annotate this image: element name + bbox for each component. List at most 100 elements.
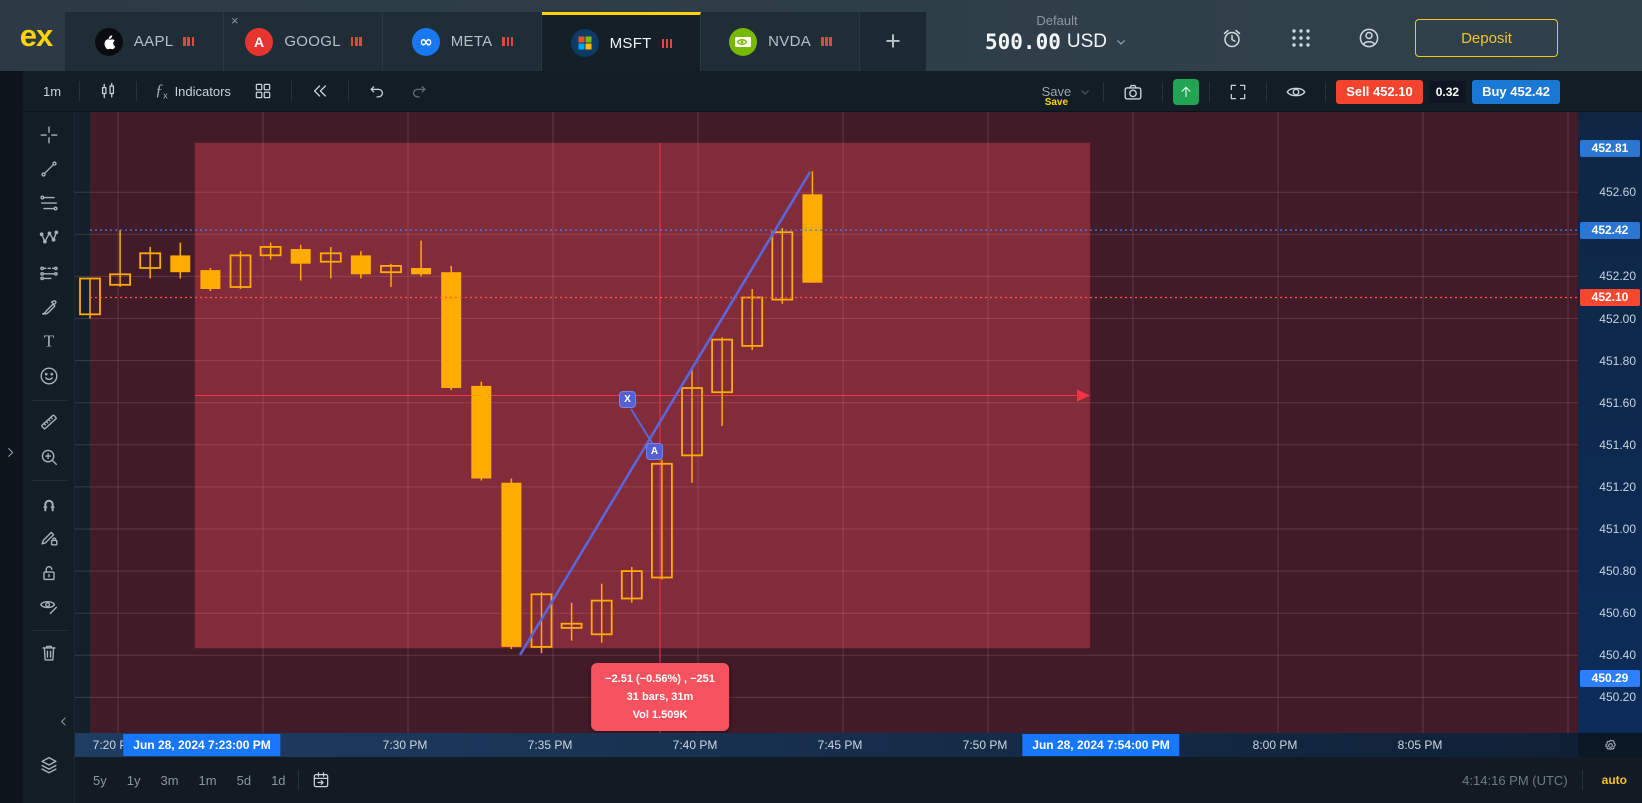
deposit-button[interactable]: Deposit bbox=[1415, 19, 1558, 57]
tool-fib-lines[interactable] bbox=[31, 186, 67, 220]
tool-text[interactable]: T bbox=[31, 324, 67, 358]
top-bar: ex AAPL × A GOOGL ∞ META MSFT NVDA + Default 500… bbox=[0, 0, 1642, 71]
time-axis[interactable]: 7:20 PM 7:30 PM 7:35 PM 7:40 PM 7:45 PM 7:50 … bbox=[75, 733, 1578, 757]
redo-icon[interactable] bbox=[401, 77, 437, 105]
price-badge: 450.29 bbox=[1580, 670, 1640, 687]
undo-icon[interactable] bbox=[359, 77, 395, 105]
time-tick: 8:05 PM bbox=[1397, 738, 1443, 752]
camera-icon[interactable] bbox=[1114, 77, 1152, 107]
alarm-clock-icon[interactable] bbox=[1216, 22, 1248, 54]
utc-clock[interactable]: 4:14:16 PM (UTC) bbox=[1462, 772, 1568, 788]
price-bars-icon bbox=[183, 37, 195, 46]
tool-object-tree[interactable] bbox=[31, 748, 67, 782]
tool-trash[interactable] bbox=[31, 636, 67, 670]
svg-text:∞: ∞ bbox=[419, 32, 432, 51]
divider bbox=[1162, 81, 1164, 102]
account-selector[interactable]: Default 500.00 USD bbox=[962, 13, 1152, 54]
tool-lock-all[interactable] bbox=[31, 556, 67, 590]
add-tab-button[interactable]: + bbox=[860, 12, 926, 71]
tool-xabcd-pattern[interactable] bbox=[31, 220, 67, 254]
tab-symbol: META bbox=[450, 33, 493, 50]
trend-line-icon bbox=[38, 158, 60, 180]
chevron-left-icon[interactable] bbox=[56, 714, 71, 729]
tool-hide-drawings[interactable] bbox=[31, 589, 67, 623]
price-axis[interactable]: 452.81 452.60 452.42 452.20 452.10 452.00 451.… bbox=[1578, 112, 1642, 733]
tool-emoji[interactable] bbox=[31, 359, 67, 393]
timeframe-button[interactable]: 1m bbox=[43, 83, 62, 99]
divider bbox=[347, 81, 349, 101]
price-tick: 451.60 bbox=[1599, 395, 1636, 410]
trade-marker-x[interactable]: X bbox=[619, 391, 636, 408]
price-tick: 452.60 bbox=[1599, 185, 1636, 200]
price-bars-icon bbox=[502, 37, 514, 46]
price-bars-icon bbox=[350, 37, 362, 46]
gear-icon[interactable] bbox=[1602, 737, 1619, 754]
spread-value: 0.32 bbox=[1428, 80, 1467, 103]
buy-button[interactable]: Buy 452.42 bbox=[1472, 79, 1560, 104]
tool-crosshair[interactable] bbox=[31, 118, 67, 152]
tool-brush[interactable] bbox=[31, 290, 67, 324]
zoom-in-icon bbox=[38, 446, 60, 468]
chevron-down-icon[interactable] bbox=[1077, 84, 1093, 100]
tab-symbol: MSFT bbox=[609, 34, 652, 52]
save-button[interactable]: Save Save bbox=[1042, 83, 1072, 108]
tab-symbol: AAPL bbox=[133, 33, 174, 50]
rewind-icon[interactable] bbox=[302, 77, 338, 105]
divider bbox=[31, 480, 67, 481]
auto-scale-toggle[interactable]: auto bbox=[1601, 773, 1627, 787]
tab-meta[interactable]: ∞ META bbox=[383, 12, 542, 71]
xabcd-pattern-icon bbox=[38, 226, 60, 248]
tool-zoom-in[interactable] bbox=[31, 440, 67, 474]
chevron-right-icon[interactable] bbox=[2, 444, 19, 461]
divider bbox=[1209, 81, 1211, 102]
divider bbox=[1266, 81, 1268, 102]
object-tree-icon bbox=[38, 754, 60, 776]
time-tick: 8:00 PM bbox=[1252, 738, 1298, 752]
price-tick: 450.80 bbox=[1599, 564, 1636, 579]
tool-forecast-lines[interactable] bbox=[31, 255, 67, 289]
sell-button[interactable]: Sell 452.10 bbox=[1336, 79, 1423, 104]
brand-logo[interactable]: ex bbox=[19, 18, 53, 53]
eye-icon[interactable] bbox=[1277, 77, 1315, 107]
tab-symbol: GOOGL bbox=[284, 33, 341, 50]
time-tick: 7:35 PM bbox=[527, 738, 573, 752]
range-5y[interactable]: 5y bbox=[93, 772, 107, 788]
chart-style-icon[interactable] bbox=[90, 77, 126, 105]
tool-trend-line[interactable] bbox=[31, 152, 67, 186]
profile-icon[interactable] bbox=[1353, 22, 1385, 54]
chart-canvas bbox=[75, 112, 1578, 733]
price-tick: 450.60 bbox=[1599, 606, 1636, 621]
time-tick: 7:50 PM bbox=[962, 738, 1008, 752]
measure-change: −2.51 (−0.56%) , −251 bbox=[605, 673, 715, 685]
apple-logo-icon bbox=[94, 27, 124, 57]
price-bars-icon bbox=[821, 37, 832, 46]
trade-marker-a[interactable]: A bbox=[646, 443, 663, 460]
tool-magnet[interactable] bbox=[31, 486, 67, 520]
range-3m[interactable]: 3m bbox=[160, 772, 179, 788]
emoji-icon bbox=[38, 365, 60, 387]
tab-aapl[interactable]: AAPL bbox=[65, 12, 224, 71]
layout-grid-icon[interactable] bbox=[245, 77, 281, 105]
range-1y[interactable]: 1y bbox=[126, 772, 141, 788]
range-5d[interactable]: 5d bbox=[236, 772, 252, 788]
close-tab-icon[interactable]: × bbox=[231, 13, 239, 28]
fullscreen-icon[interactable] bbox=[1220, 78, 1256, 106]
tool-drawing-lock[interactable] bbox=[31, 520, 67, 554]
price-tick: 451.80 bbox=[1599, 353, 1636, 368]
magnet-icon bbox=[38, 492, 60, 514]
tool-measure[interactable] bbox=[31, 405, 67, 439]
divider bbox=[290, 81, 292, 101]
range-1d[interactable]: 1d bbox=[271, 772, 286, 788]
go-to-date-icon[interactable] bbox=[303, 766, 339, 794]
range-buttons: 5y 1y 3m 1m 5d 1d bbox=[85, 769, 294, 792]
crosshair-icon bbox=[38, 124, 60, 146]
range-1m[interactable]: 1m bbox=[198, 772, 217, 788]
tab-nvda[interactable]: NVDA bbox=[701, 12, 860, 71]
axis-settings-corner bbox=[1578, 733, 1642, 757]
apps-grid-icon[interactable] bbox=[1285, 22, 1317, 54]
tab-msft[interactable]: MSFT bbox=[542, 12, 701, 71]
indicators-button[interactable]: ƒx Indicators bbox=[147, 78, 239, 105]
candlestick-chart[interactable]: X A −2.51 (−0.56%) , −251 31 bars, 31m V… bbox=[75, 112, 1578, 733]
scroll-to-latest-button[interactable] bbox=[1173, 78, 1200, 105]
tab-googl[interactable]: × A GOOGL bbox=[224, 12, 383, 71]
